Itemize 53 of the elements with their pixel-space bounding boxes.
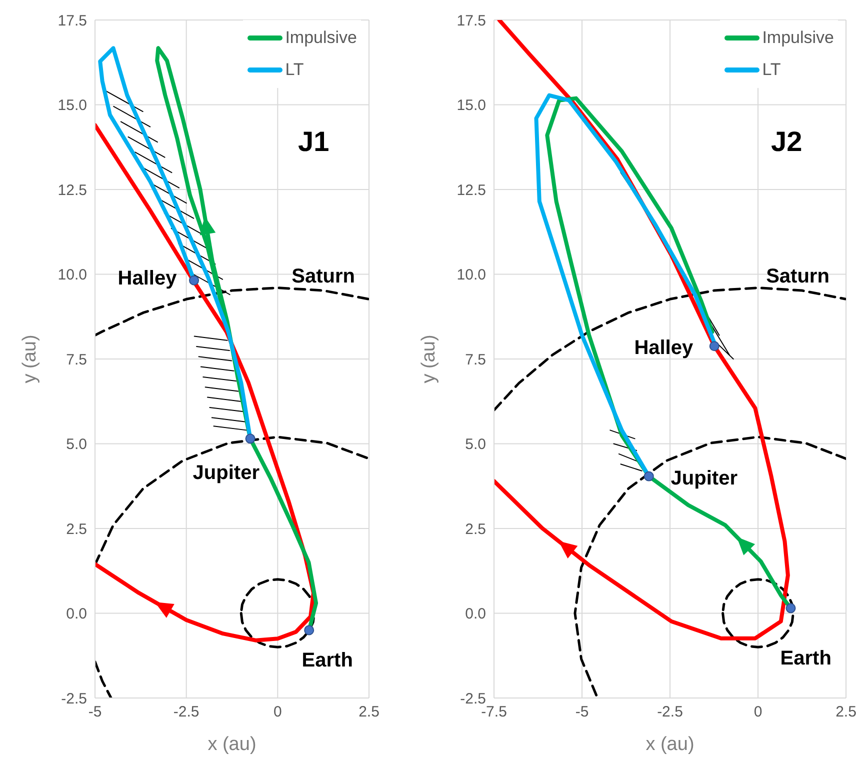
y-tick-label: 5.0 bbox=[66, 436, 87, 454]
text: J2 bbox=[771, 126, 802, 158]
y-tick-label: -2.5 bbox=[61, 690, 87, 708]
point bbox=[245, 434, 256, 444]
y-tick-label: 17.5 bbox=[456, 12, 486, 30]
y-tick-label: 0.0 bbox=[66, 606, 87, 623]
point bbox=[304, 625, 314, 636]
x-tick-label: -5 bbox=[88, 704, 102, 721]
point bbox=[709, 341, 720, 352]
line-series bbox=[722, 578, 794, 648]
line-series bbox=[240, 578, 316, 648]
annotation: Halley bbox=[118, 267, 178, 290]
point bbox=[786, 603, 796, 614]
x-axis-title: x (au) bbox=[646, 734, 694, 755]
y-tick-label: 15.0 bbox=[456, 97, 486, 114]
text: J1 bbox=[298, 126, 330, 158]
x-tick-label: 2.5 bbox=[358, 704, 380, 721]
x-tick-label: 2.5 bbox=[836, 704, 856, 721]
line-series bbox=[574, 436, 846, 698]
y-tick-label: 5.0 bbox=[465, 436, 486, 454]
y-tick-label: 17.5 bbox=[58, 12, 87, 30]
y-tick-label: 0.0 bbox=[465, 606, 486, 623]
y-tick-label: 12.5 bbox=[58, 182, 87, 199]
line-series bbox=[494, 286, 846, 412]
x-tick-label: -2.5 bbox=[173, 704, 200, 721]
annotation: Saturn bbox=[766, 265, 830, 288]
annotation: Jupiter bbox=[192, 462, 260, 484]
x-axis-title: x (au) bbox=[208, 734, 256, 755]
y-tick-label: 7.5 bbox=[465, 351, 486, 368]
y-tick-label: 10.0 bbox=[58, 266, 87, 284]
point bbox=[188, 275, 200, 286]
x-tick-label: -5 bbox=[575, 704, 589, 721]
y-tick-label: 2.5 bbox=[66, 520, 87, 538]
y-tick-label: 15.0 bbox=[58, 97, 87, 114]
y-tick-label: 10.0 bbox=[456, 266, 486, 284]
x-tick-label: -2.5 bbox=[657, 704, 683, 721]
legend-label: Impulsive bbox=[285, 28, 357, 48]
annotation: Halley bbox=[634, 337, 694, 360]
x-tick-label: 0 bbox=[273, 704, 282, 721]
annotation: Earth bbox=[302, 649, 353, 672]
annotation: Jupiter bbox=[670, 467, 738, 490]
x-tick-label: 0 bbox=[754, 704, 762, 721]
y-tick-label: 12.5 bbox=[456, 182, 486, 199]
legend-label: Impulsive bbox=[762, 28, 834, 48]
annotation: Saturn bbox=[292, 265, 356, 288]
annotation: Earth bbox=[780, 647, 832, 670]
point bbox=[644, 471, 654, 482]
y-axis-title: y (au) bbox=[418, 334, 440, 384]
legend-label: LT bbox=[285, 60, 304, 80]
y-axis-title: y (au) bbox=[20, 334, 41, 384]
y-tick-label: 7.5 bbox=[66, 351, 87, 368]
legend-label: LT bbox=[762, 60, 781, 80]
y-tick-label: 2.5 bbox=[465, 520, 486, 538]
